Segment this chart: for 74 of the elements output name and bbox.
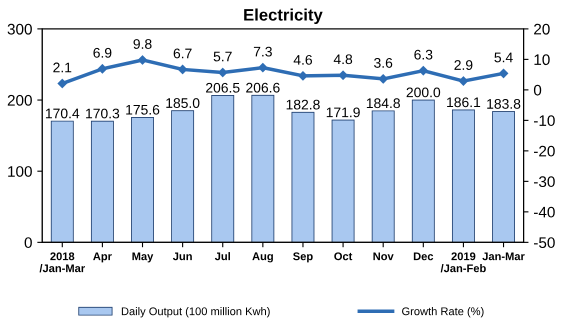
x-tick-label: Dec (414, 252, 434, 260)
bar (131, 116, 154, 242)
y2-tick-label: -10 (534, 115, 555, 126)
y2-tick-label: -50 (534, 237, 555, 248)
data-label: 6.3 (414, 50, 432, 60)
chart-title: Electricity (244, 8, 323, 24)
y-tick-label: 0 (24, 237, 32, 248)
data-label: 170.3 (86, 108, 120, 118)
point (378, 74, 388, 84)
x-tick-label: Jan-Mar (482, 252, 525, 260)
point (418, 66, 428, 76)
data-label: 9.8 (134, 39, 152, 49)
x-tick-label: Jul (214, 252, 230, 260)
point (458, 76, 468, 86)
data-label: 3.6 (374, 58, 392, 68)
bar (412, 100, 435, 242)
bar (492, 111, 515, 242)
data-label: 2.9 (454, 60, 472, 70)
data-label: 7.3 (254, 46, 272, 57)
point (98, 64, 108, 74)
bar (292, 112, 314, 242)
x-tick-label: Oct (334, 252, 352, 260)
data-label: 5.7 (214, 52, 232, 62)
data-label: 206.5 (206, 82, 240, 93)
bar (50, 120, 74, 242)
point (498, 68, 508, 78)
bar (251, 94, 274, 242)
data-label: 6.9 (93, 48, 112, 58)
point (298, 71, 308, 80)
data-label: 200.0 (406, 87, 440, 98)
x-tick-label: 2018 /Jan-Mar (40, 252, 85, 272)
x-tick-label: Nov (373, 252, 394, 260)
bar (90, 120, 114, 242)
bar (452, 110, 475, 242)
data-label: 5.4 (494, 52, 513, 62)
y2-tick-label: -20 (534, 146, 555, 157)
point (178, 64, 188, 74)
y-tick-label: 300 (8, 24, 32, 35)
data-label: 175.6 (126, 104, 160, 115)
data-label: 170.4 (46, 108, 80, 118)
bar (332, 120, 355, 242)
y2-tick-label: 0 (534, 84, 542, 96)
data-label: 183.8 (487, 98, 520, 109)
data-label: 182.8 (286, 100, 320, 110)
point (218, 68, 228, 78)
legend-label: Growth Rate (%) (402, 307, 484, 318)
data-label: 6.7 (174, 48, 192, 58)
bar (211, 95, 234, 242)
data-label: 4.6 (294, 54, 312, 65)
x-tick-label: Jun (172, 252, 192, 260)
data-label: 4.8 (334, 54, 352, 64)
y2-tick-label: 10 (534, 54, 550, 66)
bar (171, 110, 194, 242)
point (58, 78, 67, 88)
data-label: 171.9 (326, 107, 360, 118)
y-tick-label: 100 (8, 166, 32, 177)
data-label: 185.0 (166, 98, 200, 108)
point (258, 62, 268, 72)
y-tick-label: 200 (8, 94, 32, 106)
point (338, 70, 348, 80)
x-tick-label: Aug (252, 252, 273, 262)
x-tick-label: May (132, 252, 154, 262)
y2-tick-label: -30 (534, 176, 555, 188)
data-label: 186.1 (447, 97, 480, 108)
data-label: 206.6 (246, 82, 280, 93)
data-label: 2.1 (53, 62, 72, 72)
bar (372, 110, 395, 242)
y2-tick-label: -40 (534, 206, 555, 218)
x-tick-label: Sep (293, 252, 313, 262)
data-label: 184.8 (366, 98, 400, 108)
x-tick-label: Apr (93, 252, 112, 262)
point (138, 55, 148, 65)
legend-label: Daily Output (100 million Kwh) (122, 307, 270, 318)
y2-tick-label: 20 (534, 24, 550, 35)
